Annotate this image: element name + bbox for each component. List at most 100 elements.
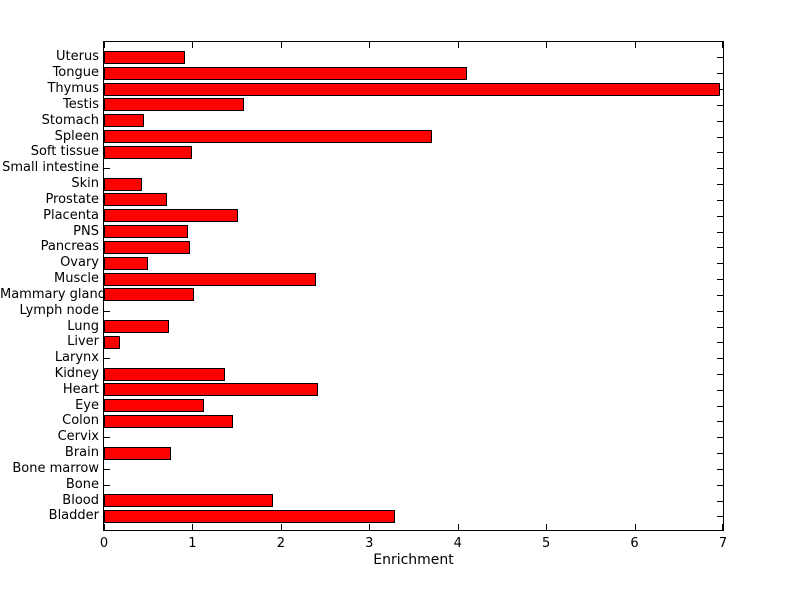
y-tick-label: Lung [67, 318, 99, 334]
bar-pns [104, 225, 188, 238]
y-tick-label: Brain [64, 445, 99, 461]
y-tick-mark-right [717, 437, 723, 438]
bar-eye [104, 399, 204, 412]
y-tick-label: Bone [65, 476, 99, 492]
y-tick-mark [104, 168, 110, 169]
y-tick-mark [104, 437, 110, 438]
x-tick-mark-top [192, 42, 193, 48]
y-tick-label: Colon [62, 413, 99, 429]
x-tick-mark [722, 524, 723, 530]
y-tick-label: Spleen [54, 128, 99, 144]
bar-mammary-gland [104, 288, 194, 301]
y-tick-label: Tongue [52, 65, 99, 81]
x-tick-label: 4 [453, 536, 462, 551]
bar-placenta [104, 209, 238, 222]
bar-soft-tissue [104, 146, 192, 159]
bar-brain [104, 447, 171, 460]
bar-liver [104, 336, 120, 349]
y-tick-label: Soft tissue [30, 144, 99, 160]
y-tick-label: Larynx [54, 350, 99, 366]
y-tick-mark-right [717, 89, 723, 90]
y-tick-mark-right [717, 406, 723, 407]
y-tick-label: Prostate [45, 191, 99, 207]
x-tick-label: 2 [276, 536, 285, 551]
y-tick-mark-right [717, 168, 723, 169]
bar-prostate [104, 193, 167, 206]
y-tick-label: Ovary [60, 255, 99, 271]
y-tick-label: PNS [73, 223, 99, 239]
x-tick-mark [458, 524, 459, 530]
y-tick-mark-right [717, 501, 723, 502]
y-tick-mark-right [717, 295, 723, 296]
y-tick-label: Blood [62, 492, 99, 508]
bar-lung [104, 320, 169, 333]
y-tick-mark-right [717, 311, 723, 312]
y-tick-mark-right [717, 485, 723, 486]
y-tick-mark-right [717, 358, 723, 359]
y-tick-label: Small intestine [2, 160, 99, 176]
x-tick-mark [192, 524, 193, 530]
y-tick-mark-right [717, 152, 723, 153]
y-tick-mark-right [717, 247, 723, 248]
x-tick-mark-top [546, 42, 547, 48]
y-tick-mark-right [717, 105, 723, 106]
x-tick-mark-top [104, 42, 105, 48]
bar-thymus [104, 83, 720, 96]
y-tick-mark [104, 358, 110, 359]
x-tick-mark [546, 524, 547, 530]
bar-stomach [104, 114, 144, 127]
x-tick-mark [369, 524, 370, 530]
y-tick-mark-right [717, 216, 723, 217]
bar-skin [104, 178, 142, 191]
y-tick-mark-right [717, 279, 723, 280]
bar-kidney [104, 368, 225, 381]
bar-ovary [104, 257, 148, 270]
bar-bladder [104, 510, 395, 523]
bar-uterus [104, 51, 185, 64]
x-tick-mark-top [635, 42, 636, 48]
y-tick-mark-right [717, 469, 723, 470]
x-tick-mark [104, 524, 105, 530]
x-tick-mark-top [458, 42, 459, 48]
x-tick-mark-top [722, 42, 723, 48]
y-tick-mark-right [717, 121, 723, 122]
y-tick-label: Cervix [57, 429, 99, 445]
plot-area [103, 41, 724, 531]
x-tick-label: 1 [188, 536, 197, 551]
y-tick-label: Heart [62, 381, 99, 397]
y-tick-label: Eye [75, 397, 99, 413]
y-tick-label: Lymph node [19, 302, 99, 318]
y-tick-mark [104, 469, 110, 470]
y-tick-label: Mammary gland [0, 286, 106, 302]
y-tick-mark-right [717, 421, 723, 422]
y-tick-mark-right [717, 137, 723, 138]
y-tick-mark-right [717, 342, 723, 343]
x-tick-label: 5 [542, 536, 551, 551]
x-tick-mark-top [369, 42, 370, 48]
y-tick-label: Skin [71, 176, 99, 192]
y-tick-label: Liver [67, 334, 99, 350]
y-tick-mark-right [717, 453, 723, 454]
y-tick-mark-right [717, 184, 723, 185]
x-axis-title: Enrichment [373, 552, 454, 568]
bar-testis [104, 98, 244, 111]
x-tick-label: 3 [365, 536, 374, 551]
y-tick-label: Pancreas [40, 239, 99, 255]
y-tick-label: Bladder [48, 508, 99, 524]
y-tick-mark-right [717, 200, 723, 201]
x-tick-label: 6 [630, 536, 639, 551]
bar-tongue [104, 67, 467, 80]
y-tick-mark-right [717, 390, 723, 391]
y-tick-mark-right [717, 374, 723, 375]
y-tick-label: Placenta [43, 207, 99, 223]
x-tick-label: 0 [99, 536, 109, 551]
x-tick-mark [281, 524, 282, 530]
y-tick-mark-right [717, 327, 723, 328]
y-tick-mark-right [717, 516, 723, 517]
bar-pancreas [104, 241, 190, 254]
y-tick-mark-right [717, 232, 723, 233]
y-tick-label: Stomach [41, 112, 99, 128]
x-tick-mark [635, 524, 636, 530]
x-tick-mark-top [281, 42, 282, 48]
